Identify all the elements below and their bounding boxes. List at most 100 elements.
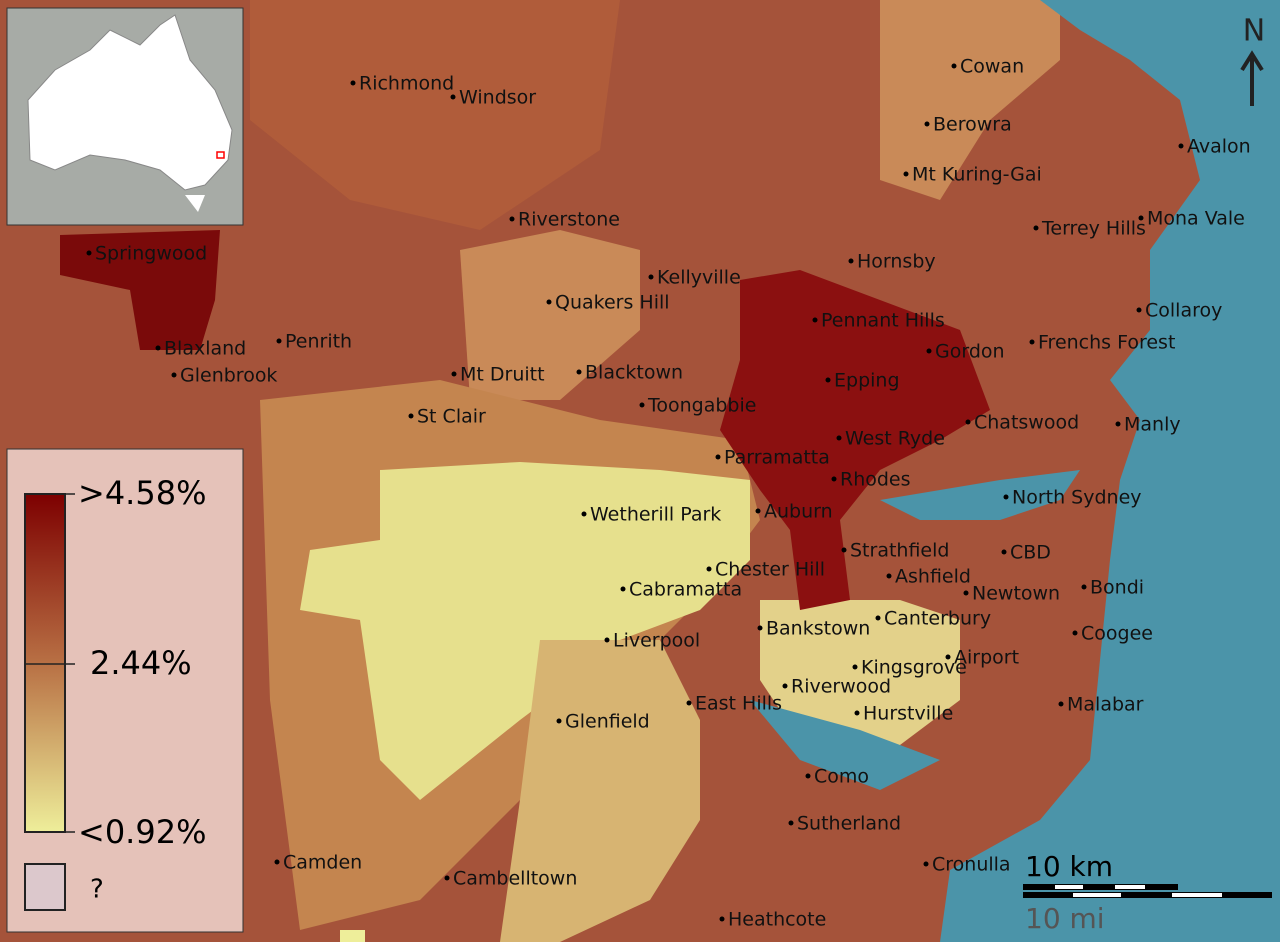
place-dot — [963, 590, 969, 596]
scale-bar: 10 km 10 mi — [1023, 850, 1272, 935]
legend-label: >4.58% — [78, 474, 206, 512]
region — [250, 0, 620, 230]
place-dot — [886, 573, 892, 579]
color-bar — [24, 493, 66, 833]
scale-label: 10 km — [1025, 850, 1113, 883]
region — [300, 462, 750, 800]
place-label: Wetherill Park — [590, 504, 721, 526]
place-label: St Clair — [417, 406, 486, 428]
scale-km — [1023, 884, 1178, 890]
place-dot — [620, 586, 626, 592]
place-dot — [757, 625, 763, 631]
place-label: Kingsgrove — [861, 657, 967, 679]
place-dot — [706, 566, 712, 572]
place-label: Mt Kuring-Gai — [912, 164, 1042, 186]
australia — [27, 14, 233, 191]
place-dot — [1058, 701, 1064, 707]
place-label: Bankstown — [766, 618, 870, 640]
place-label: Auburn — [764, 501, 833, 523]
place-label: Mona Vale — [1147, 208, 1245, 230]
place-label: Riverstone — [518, 209, 620, 231]
inset-marker — [216, 151, 225, 159]
legend-label: ? — [90, 875, 104, 905]
inset — [6, 7, 244, 226]
place-label: Avalon — [1187, 136, 1251, 158]
place-dot — [639, 402, 645, 408]
place-dot — [1138, 215, 1144, 221]
place-dot — [604, 637, 610, 643]
region — [60, 230, 220, 350]
region — [340, 930, 365, 942]
place-label: Parramatta — [724, 447, 830, 469]
scale-label: 10 mi — [1025, 902, 1105, 935]
place-dot — [556, 718, 562, 724]
place-label: Chester Hill — [715, 559, 825, 581]
place-dot — [852, 664, 858, 670]
place-dot — [951, 63, 957, 69]
tasmania — [185, 195, 205, 212]
place-dot — [1178, 143, 1184, 149]
place-label: Richmond — [359, 73, 454, 95]
place-dot — [848, 258, 854, 264]
scale-seg — [1172, 893, 1222, 897]
place-label: Riverwood — [791, 676, 891, 698]
place-label: Penrith — [285, 331, 352, 353]
place-label: Mt Druitt — [460, 364, 545, 386]
north-arrow: N — [1240, 14, 1265, 106]
place-dot — [812, 317, 818, 323]
place-dot — [715, 454, 721, 460]
place-dot — [86, 250, 92, 256]
place-dot — [1081, 584, 1087, 590]
region — [500, 640, 700, 942]
unknown-swatch — [24, 863, 66, 911]
place-dot — [276, 338, 282, 344]
place-dot — [451, 371, 457, 377]
place-dot — [576, 369, 582, 375]
place-dot — [444, 875, 450, 881]
place-label: Terrey Hills — [1041, 218, 1146, 240]
place-dot — [1115, 421, 1121, 427]
place-label: Strathfield — [850, 540, 949, 562]
place-label: Frenchs Forest — [1038, 332, 1175, 354]
place-label: Chatswood — [974, 412, 1079, 434]
place-label: Canterbury — [884, 608, 991, 630]
place-dot — [1001, 549, 1007, 555]
river — [750, 700, 940, 790]
legend: >4.58% 2.44% <0.92% ? — [6, 448, 244, 933]
place-label: Coogee — [1081, 623, 1153, 645]
place-label: Camden — [283, 852, 362, 874]
place-dot — [965, 419, 971, 425]
place-label: Malabar — [1067, 694, 1144, 716]
place-dot — [509, 216, 515, 222]
place-dot — [854, 710, 860, 716]
place-dot — [903, 171, 909, 177]
place-label: Glenbrook — [180, 365, 277, 387]
place-label: Liverpool — [613, 630, 700, 652]
place-label: Toongabbie — [647, 395, 756, 417]
place-label: Quakers Hill — [555, 292, 670, 314]
place-dot — [1136, 307, 1142, 313]
place-dot — [1072, 630, 1078, 636]
place-label: Epping — [834, 370, 900, 392]
place-dot — [648, 274, 654, 280]
place-dot — [1033, 225, 1039, 231]
region — [460, 230, 640, 400]
place-dot — [782, 683, 788, 689]
place-label: Airport — [954, 647, 1019, 669]
place-dot — [1029, 339, 1035, 345]
place-dot — [825, 377, 831, 383]
place-label: East Hills — [695, 693, 782, 715]
place-label: CBD — [1010, 542, 1051, 564]
place-label: West Ryde — [845, 428, 945, 450]
place-label: Sutherland — [797, 813, 901, 835]
place-label: Newtown — [972, 583, 1060, 605]
place-label: Hurstville — [863, 703, 953, 725]
place-dot — [350, 80, 356, 86]
place-dot — [155, 345, 161, 351]
place-label: Collaroy — [1145, 300, 1222, 322]
place-label: Cambelltown — [453, 868, 577, 890]
place-label: Windsor — [459, 87, 536, 109]
place-label: Pennant Hills — [821, 310, 945, 332]
place-label: Ashfield — [895, 566, 971, 588]
